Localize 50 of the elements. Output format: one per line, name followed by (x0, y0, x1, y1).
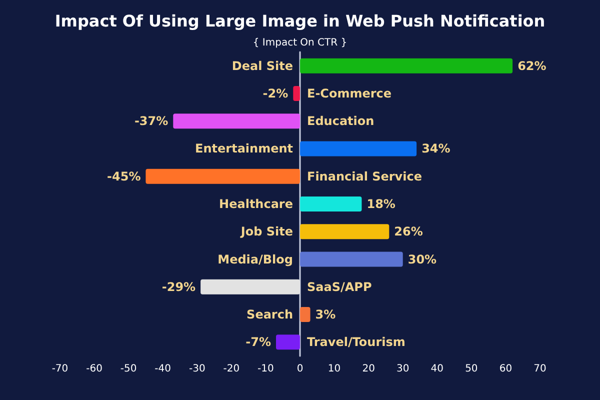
bar (300, 224, 390, 240)
y-tick-label: E-Commerce (307, 86, 392, 100)
x-tick-label: -40 (154, 364, 172, 374)
x-tick-label: -30 (188, 364, 206, 374)
x-tick-label: 10 (328, 364, 341, 374)
data-label: -7% (246, 335, 271, 350)
bar (300, 307, 310, 322)
y-tick-label: Entertainment (195, 142, 294, 156)
y-tick-label: Deal Site (232, 58, 293, 73)
y-tick-label: Job Site (240, 224, 293, 239)
bar (276, 334, 300, 350)
x-tick-label: 70 (534, 364, 546, 374)
data-label: 3% (315, 308, 336, 322)
data-label: -2% (262, 86, 288, 100)
y-tick-label: SaaS/APP (307, 280, 372, 294)
y-tick-label: Search (246, 308, 293, 322)
y-tick-label: Healthcare (219, 197, 293, 211)
x-tick-label: -50 (120, 364, 137, 374)
bar (146, 168, 300, 184)
chart-title: Impact Of Using Large Image in Web Push Notification (54, 12, 546, 30)
bar (200, 279, 300, 294)
y-tick-label: Education (307, 114, 374, 128)
data-label: 34% (422, 142, 450, 156)
x-tick-label: 50 (465, 364, 478, 374)
bar (293, 86, 300, 101)
x-tick-label: -70 (52, 364, 68, 374)
data-label: -45% (107, 169, 141, 184)
chart-subtitle: { Impact On CTR } (252, 38, 348, 48)
data-label: 26% (394, 224, 423, 239)
x-tick-label: -20 (223, 364, 240, 374)
data-label: -29% (162, 280, 196, 294)
x-tick-label: 20 (362, 364, 375, 374)
x-tick-label: 40 (430, 364, 444, 374)
data-label: 62% (518, 58, 546, 73)
y-tick-label: Travel/Tourism (307, 335, 406, 350)
x-tick-label: 30 (396, 364, 410, 374)
y-tick-label: Financial Service (307, 169, 422, 184)
x-tick-label: 0 (296, 364, 304, 374)
x-tick-label: -10 (258, 364, 274, 374)
x-tick-label: -60 (86, 364, 102, 374)
bar (173, 114, 300, 129)
data-label: 30% (408, 252, 437, 266)
bar (300, 196, 362, 212)
y-tick-label: Media/Blog (218, 252, 293, 266)
bar (300, 58, 513, 74)
data-label: -37% (134, 114, 168, 128)
bar (300, 141, 417, 156)
bar (300, 252, 403, 267)
data-label: 18% (366, 197, 396, 211)
x-tick-label: 60 (499, 364, 512, 374)
